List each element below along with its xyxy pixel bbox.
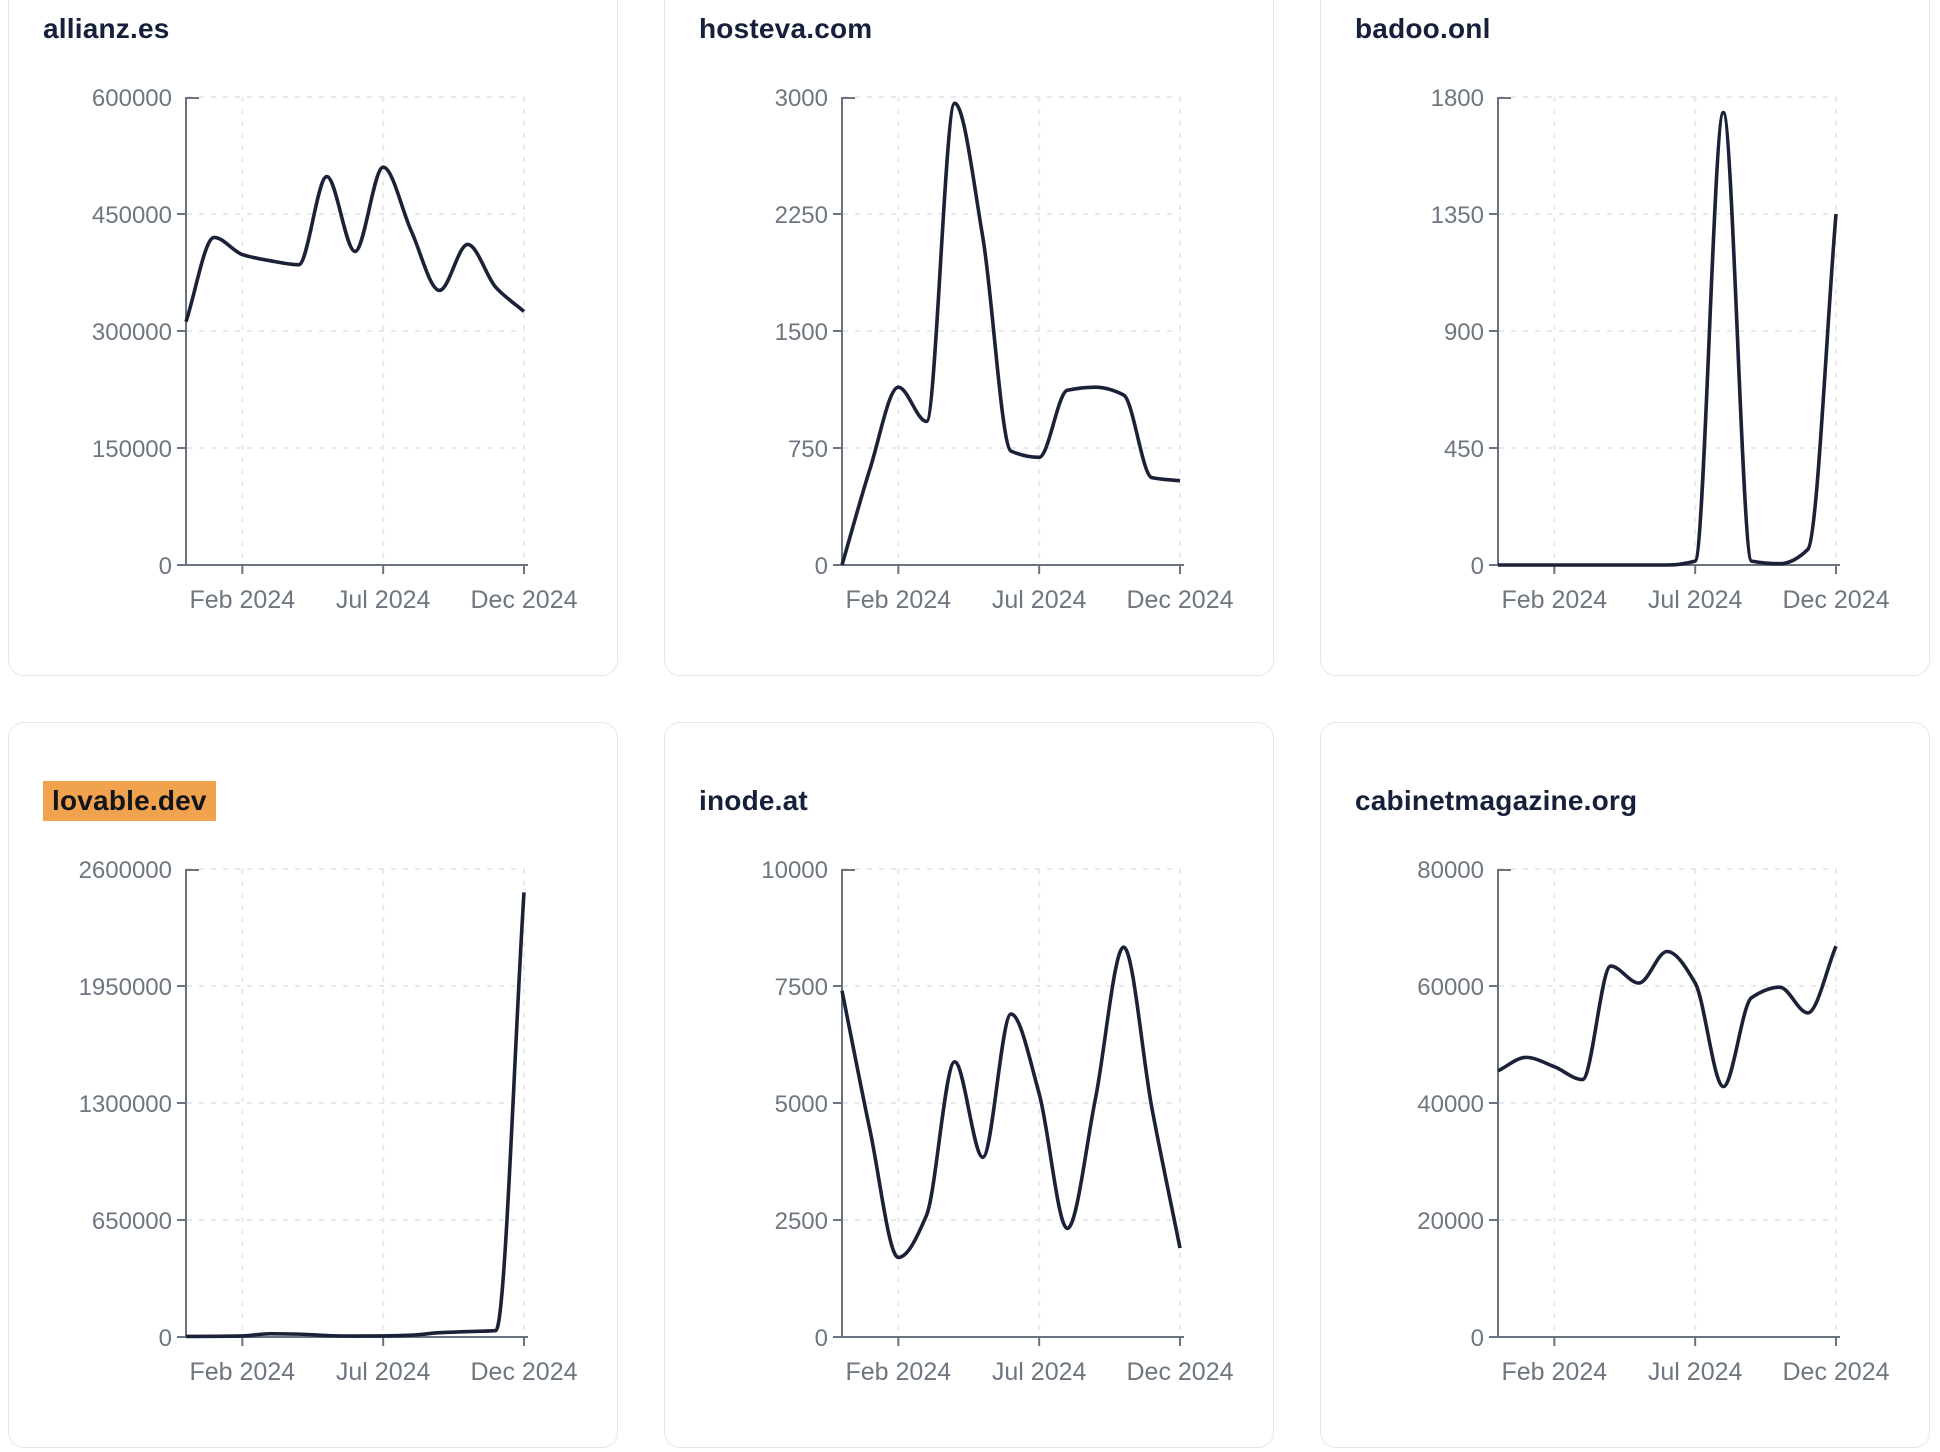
y-tick-label: 0	[1471, 553, 1484, 580]
domain-label[interactable]: cabinetmagazine.org	[1355, 785, 1638, 816]
y-tick-label: 80000	[1417, 857, 1484, 884]
y-tick-label: 450	[1444, 436, 1484, 463]
x-tick-label: Dec 2024	[470, 1358, 577, 1386]
domain-card-inode-at: inode.at 0 2500 5000 7500 10000 Feb 2024 Jul 2…	[664, 722, 1274, 1448]
y-tick-label: 1800	[1431, 85, 1484, 112]
y-tick-label: 750	[788, 436, 828, 463]
card-title: inode.at	[699, 783, 808, 818]
line-chart: 0 20000 40000 60000 80000 Feb 2024 Jul 2024 Dec…	[1417, 857, 1889, 1386]
y-tick-label: 40000	[1417, 1091, 1484, 1118]
x-tick-label: Dec 2024	[1126, 586, 1233, 614]
y-tick-label: 0	[1471, 1325, 1484, 1352]
series-line	[1497, 945, 1838, 1089]
card-title: cabinetmagazine.org	[1355, 783, 1637, 818]
y-tick-label: 1500	[775, 319, 828, 346]
domain-label[interactable]: badoo.onl	[1355, 13, 1491, 44]
x-tick-label: Jul 2024	[1648, 586, 1743, 614]
y-tick-label: 150000	[92, 436, 172, 463]
y-tick-label: 0	[815, 553, 828, 580]
y-tick-label: 5000	[775, 1091, 828, 1118]
y-tick-label: 2600000	[79, 857, 172, 884]
y-tick-label: 3000	[775, 85, 828, 112]
card-title: hosteva.com	[699, 11, 872, 46]
y-tick-label: 1950000	[79, 974, 172, 1001]
x-tick-label: Feb 2024	[190, 586, 296, 614]
y-tick-label: 2500	[775, 1208, 828, 1235]
card-title: badoo.onl	[1355, 11, 1491, 46]
y-tick-label: 650000	[92, 1208, 172, 1235]
x-tick-label: Feb 2024	[1502, 586, 1608, 614]
series-line	[840, 945, 1182, 1260]
line-chart: 0 2500 5000 7500 10000 Feb 2024 Jul 2024 Dec 20…	[761, 857, 1233, 1386]
y-tick-label: 20000	[1417, 1208, 1484, 1235]
card-title: allianz.es	[43, 11, 170, 46]
x-tick-label: Feb 2024	[1502, 1358, 1608, 1386]
series-line	[1497, 110, 1838, 567]
domain-card-cabinetmagazine-org: cabinetmagazine.org 0 20000 40000 60000 8000…	[1320, 722, 1930, 1448]
y-tick-label: 450000	[92, 202, 172, 229]
card-title: lovable.dev	[43, 781, 216, 821]
domain-label[interactable]: hosteva.com	[699, 13, 873, 44]
y-tick-label: 1300000	[79, 1091, 172, 1118]
y-tick-label: 900	[1444, 319, 1484, 346]
y-tick-label: 1350	[1431, 202, 1484, 229]
x-tick-label: Dec 2024	[470, 586, 577, 614]
domain-card-lovable-dev: lovable.dev 0 650000 1300000 1950000 2600000…	[8, 722, 618, 1448]
x-tick-label: Jul 2024	[336, 1358, 431, 1386]
domain-card-hosteva-com: hosteva.com 0 750 1500 2250 3000 Feb 2024 Jul …	[664, 0, 1274, 676]
line-chart: 0 750 1500 2250 3000 Feb 2024 Jul 2024 Dec 2024	[775, 85, 1234, 614]
domain-card-badoo-onl: badoo.onl 0 450 900 1350 1800 Feb 2024 Jul 202…	[1320, 0, 1930, 676]
x-tick-label: Jul 2024	[1648, 1358, 1743, 1386]
y-tick-label: 0	[159, 553, 172, 580]
x-tick-label: Dec 2024	[1782, 586, 1889, 614]
chart-grid: allianz.es 0 150000 300000 450000 600000 Feb …	[8, 0, 1930, 1448]
x-tick-label: Feb 2024	[846, 586, 952, 614]
series-line	[185, 892, 526, 1339]
y-tick-label: 0	[159, 1325, 172, 1352]
line-chart: 0 650000 1300000 1950000 2600000 Feb 2024 Jul …	[79, 857, 578, 1386]
y-tick-label: 2250	[775, 202, 828, 229]
y-tick-label: 600000	[92, 85, 172, 112]
x-tick-label: Dec 2024	[1782, 1358, 1889, 1386]
series-line	[840, 101, 1181, 566]
domain-card-allianz-es: allianz.es 0 150000 300000 450000 600000 Feb …	[8, 0, 618, 676]
series-line	[184, 165, 526, 323]
y-tick-label: 7500	[775, 974, 828, 1001]
domain-label[interactable]: inode.at	[699, 785, 808, 816]
x-tick-label: Feb 2024	[846, 1358, 952, 1386]
domain-label[interactable]: allianz.es	[43, 13, 170, 44]
line-chart: 0 150000 300000 450000 600000 Feb 2024 Jul 202…	[92, 85, 578, 614]
x-tick-label: Jul 2024	[992, 586, 1087, 614]
x-tick-label: Jul 2024	[992, 1358, 1087, 1386]
x-tick-label: Jul 2024	[336, 586, 431, 614]
y-tick-label: 60000	[1417, 974, 1484, 1001]
y-tick-label: 10000	[761, 857, 828, 884]
line-chart: 0 450 900 1350 1800 Feb 2024 Jul 2024 Dec 2024	[1431, 85, 1890, 614]
y-tick-label: 0	[815, 1325, 828, 1352]
domain-label-highlighted[interactable]: lovable.dev	[43, 781, 216, 821]
y-tick-label: 300000	[92, 319, 172, 346]
x-tick-label: Feb 2024	[190, 1358, 296, 1386]
x-tick-label: Dec 2024	[1126, 1358, 1233, 1386]
